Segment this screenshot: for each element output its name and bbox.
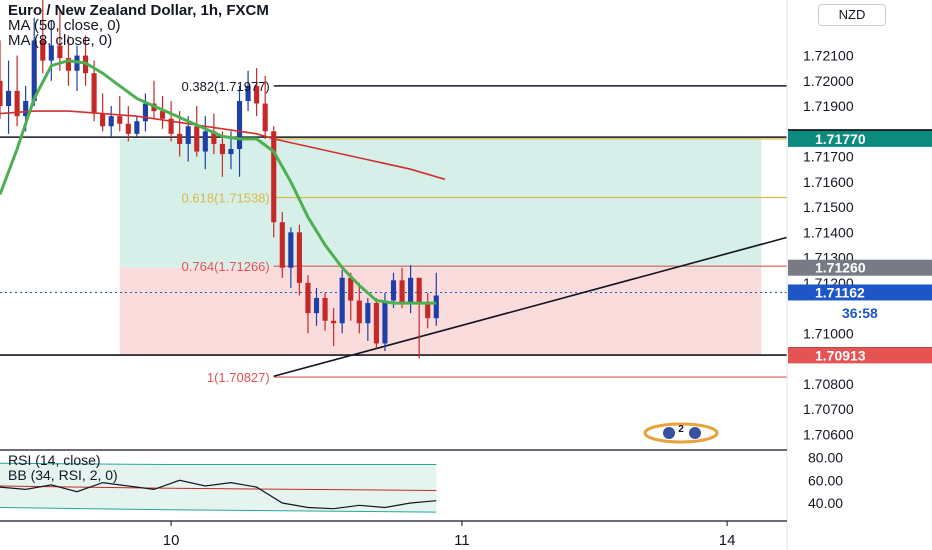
candle-body[interactable] xyxy=(433,295,439,319)
ma-fast-legend[interactable]: MA (8, close, 0) xyxy=(8,32,113,49)
level-label: 0.618(1.71538) xyxy=(182,190,270,205)
rsi-tick-label: 60.00 xyxy=(808,472,843,488)
ma-slow-legend[interactable]: MA (50, close, 0) xyxy=(8,17,121,34)
candle-body[interactable] xyxy=(373,303,379,344)
y-tick-label: 1.71700 xyxy=(803,149,854,165)
candle-body[interactable] xyxy=(48,45,54,61)
candle-body[interactable] xyxy=(322,298,328,321)
y-tick-label: 1.72000 xyxy=(803,73,854,89)
trendline[interactable] xyxy=(273,236,788,378)
bb-band-fill xyxy=(0,463,437,513)
price-label-text: 36:58 xyxy=(842,305,878,321)
y-tick-label: 1.70600 xyxy=(803,426,854,442)
tradingview-logo-icon: 2 xyxy=(643,422,719,444)
candle-body[interactable] xyxy=(356,300,362,324)
y-tick-label: 1.71600 xyxy=(803,174,854,190)
candle-body[interactable] xyxy=(194,126,200,152)
y-tick-label: 1.71500 xyxy=(803,199,854,215)
candle-body[interactable] xyxy=(168,118,174,134)
candle-body[interactable] xyxy=(425,303,431,319)
y-tick-label: 1.70700 xyxy=(803,401,854,417)
candle-body[interactable] xyxy=(399,280,405,304)
y-tick-label: 1.72100 xyxy=(803,48,854,64)
ma-fast-line xyxy=(0,59,437,305)
candle-body[interactable] xyxy=(14,90,20,117)
x-tick-label: 11 xyxy=(454,532,470,549)
level-label: 0.382(1.71977) xyxy=(182,79,270,94)
candle-body[interactable] xyxy=(0,80,3,107)
candle-body[interactable] xyxy=(125,123,131,134)
candle-body[interactable] xyxy=(65,58,72,71)
y-tick-label: 1.71900 xyxy=(803,98,854,114)
candle-body[interactable] xyxy=(159,111,166,119)
candle-body[interactable] xyxy=(23,101,29,117)
candle-body[interactable] xyxy=(5,90,12,107)
candle-body[interactable] xyxy=(219,143,225,155)
price-label-box xyxy=(788,347,932,364)
chart-title: Euro / New Zealand Dollar, 1h, FXCM xyxy=(8,2,269,19)
candle-body[interactable] xyxy=(134,121,140,134)
candle-body[interactable] xyxy=(228,149,234,155)
candle-body[interactable] xyxy=(279,222,285,268)
price-label-box xyxy=(788,259,932,276)
price-label-text: 1.70913 xyxy=(815,347,866,363)
rsi-tick-label: 40.00 xyxy=(808,495,843,511)
candle-body[interactable] xyxy=(271,131,277,223)
candle-body[interactable] xyxy=(348,277,354,301)
logo-badge-text: 2 xyxy=(678,424,684,435)
candle-body[interactable] xyxy=(339,277,345,324)
y-tick-label: 1.70800 xyxy=(803,376,854,392)
candle-body[interactable] xyxy=(296,232,302,283)
y-tick-label: 1.71000 xyxy=(803,325,854,341)
candle-body[interactable] xyxy=(262,103,268,132)
bb-lower-line xyxy=(0,507,437,513)
candle-body[interactable] xyxy=(331,320,337,324)
candle-body[interactable] xyxy=(408,277,414,304)
candle-body[interactable] xyxy=(142,103,148,122)
candle-body[interactable] xyxy=(31,40,37,102)
candle-body[interactable] xyxy=(305,282,311,314)
candle-body[interactable] xyxy=(57,45,63,59)
candle-body[interactable] xyxy=(40,40,46,61)
candle-body[interactable] xyxy=(211,131,217,144)
candle-body[interactable] xyxy=(185,126,191,144)
price-label-text: 1.71260 xyxy=(815,260,866,276)
price-label-text: 1.71162 xyxy=(815,284,865,300)
rsi-tick-label: 80.00 xyxy=(808,450,843,466)
candle-body[interactable] xyxy=(365,303,371,324)
x-tick-label: 14 xyxy=(719,532,736,549)
bb-legend[interactable]: BB (34, RSI, 2, 0) xyxy=(8,467,118,483)
ma-slow-line xyxy=(0,110,446,181)
x-tick-label: 10 xyxy=(163,532,180,549)
rsi-line xyxy=(0,479,437,510)
candle-body[interactable] xyxy=(390,280,397,301)
candle-body[interactable] xyxy=(108,116,114,127)
price-label-box xyxy=(788,305,932,322)
price-label-box xyxy=(788,284,932,301)
candle-body[interactable] xyxy=(288,232,294,268)
candle-body[interactable] xyxy=(117,116,123,124)
candle-body[interactable] xyxy=(91,73,97,114)
candle-body[interactable] xyxy=(313,298,320,314)
price-label-box xyxy=(788,130,932,147)
candle-body[interactable] xyxy=(100,113,106,127)
level-label: 0.764(1.71266) xyxy=(182,259,270,274)
y-tick-label: 1.71400 xyxy=(803,224,854,240)
rsi-legend[interactable]: RSI (14, close) xyxy=(8,452,101,468)
candle-body[interactable] xyxy=(382,300,388,344)
bb-upper-line xyxy=(0,462,437,465)
price-label-text: 1.71770 xyxy=(815,131,866,147)
candle-body[interactable] xyxy=(416,277,422,304)
currency-badge[interactable]: NZD xyxy=(818,4,886,26)
candle-body[interactable] xyxy=(202,131,208,152)
candle-body[interactable] xyxy=(236,101,243,149)
candle-body[interactable] xyxy=(177,133,183,144)
stop-zone xyxy=(119,267,762,356)
candle-body[interactable] xyxy=(245,85,251,102)
target-zone xyxy=(119,138,762,268)
candle-body[interactable] xyxy=(254,85,260,104)
level-label: 1(1.70827) xyxy=(207,370,270,385)
